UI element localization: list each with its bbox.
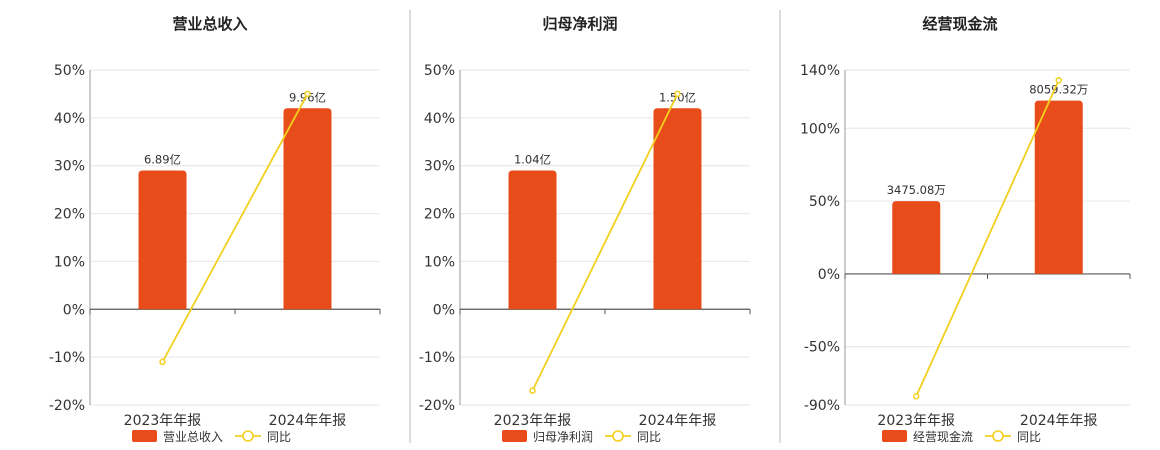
chart2-legend-line-marker [612,430,624,442]
chart3-yoy-line [915,79,1060,397]
chart3-y-tick-label: 140% [800,63,840,79]
chart2-legend-bar-label: 归母净利润 [533,430,593,444]
chart1-y-tick-label: 50% [54,63,85,79]
chart1-y-tick-label: -10% [49,350,85,366]
chart1-x-tick-label: 2024年年报 [269,413,347,429]
chart3-legend-bar-swatch [882,430,907,442]
chart3-yoy-point-2 [1055,76,1062,84]
chart3-y-tick-label: -90% [804,398,840,414]
chart2-x-tick-label: 2023年年报 [494,413,572,429]
chart2-legend-bar-swatch [502,430,527,442]
chart2-y-tick-label: 10% [424,254,455,270]
chart1-bar-value-label: 9.96亿 [289,90,326,104]
chart1-bar-value-label: 6.89亿 [144,153,181,167]
chart3-legend-line-marker [992,430,1004,442]
chart3-bar-value-label: 3475.08万 [887,183,946,197]
chart1-legend-line-marker [242,430,254,442]
chart2-y-tick-label: -20% [419,398,455,414]
chart3-x-tick-label: 2023年年报 [877,413,955,429]
chart2-yoy-point-1 [529,387,536,394]
chart1-y-tick-label: 0% [63,302,85,318]
chart1-bar-1 [138,170,187,310]
chart1-y-tick-label: 40% [54,111,85,127]
chart1-y-tick-label: 10% [54,254,85,270]
chart2-yoy-line [531,93,679,392]
chart1-bar-2 [283,108,332,310]
chart3-y-tick-label: -50% [804,340,840,356]
chart2-x-tick-label: 2024年年报 [639,413,717,429]
chart1-legend-line-label: 同比 [267,430,291,444]
chart3-y-tick-label: 0% [818,267,840,283]
chart3-legend-bar-label: 经营现金流 [913,429,973,444]
chart2-y-tick-label: 0% [433,302,455,318]
chart3-bar-1 [892,201,941,274]
chart1-legend-bar-swatch [132,430,157,442]
chart1-title: 营业总收入 [172,15,247,33]
chart2-y-tick-label: 20% [424,207,455,223]
chart1-x-tick-label: 2023年年报 [124,413,202,429]
chart3-title: 经营现金流 [922,15,997,33]
chart2-y-tick-label: 40% [424,111,455,127]
chart2-bar-1 [508,170,557,310]
chart3-bar-2 [1034,100,1083,274]
chart1-yoy-point-1 [159,358,166,366]
chart2-title: 归母净利润 [542,15,617,33]
chart1-y-tick-label: -20% [49,398,85,414]
chart1-legend-bar-label: 营业总收入 [163,430,223,444]
chart1-yoy-point-2 [304,90,311,98]
chart2-y-tick-label: 30% [424,159,455,175]
chart2-y-tick-label: -10% [419,350,455,366]
chart3-legend-line-label: 同比 [1017,430,1041,444]
chart2-bar-value-label: 1.04亿 [514,153,551,167]
chart2-yoy-point-2 [674,90,681,98]
chart2-bar-value-label: 1.50亿 [659,90,696,104]
chart1-y-tick-label: 20% [54,207,85,223]
chart1-yoy-line [161,93,309,363]
chart3-x-tick-label: 2024年年报 [1020,413,1098,429]
chart2-legend-line-label: 同比 [637,430,661,444]
chart3-y-tick-label: 100% [800,121,840,137]
chart1-y-tick-label: 30% [54,159,85,175]
chart3-bar-value-label: 8059.32万 [1029,83,1088,97]
chart3-y-tick-label: 50% [809,194,840,210]
chart2-y-tick-label: 50% [424,63,455,79]
chart2-bar-2 [653,108,702,310]
chart3-yoy-point-1 [913,393,920,400]
